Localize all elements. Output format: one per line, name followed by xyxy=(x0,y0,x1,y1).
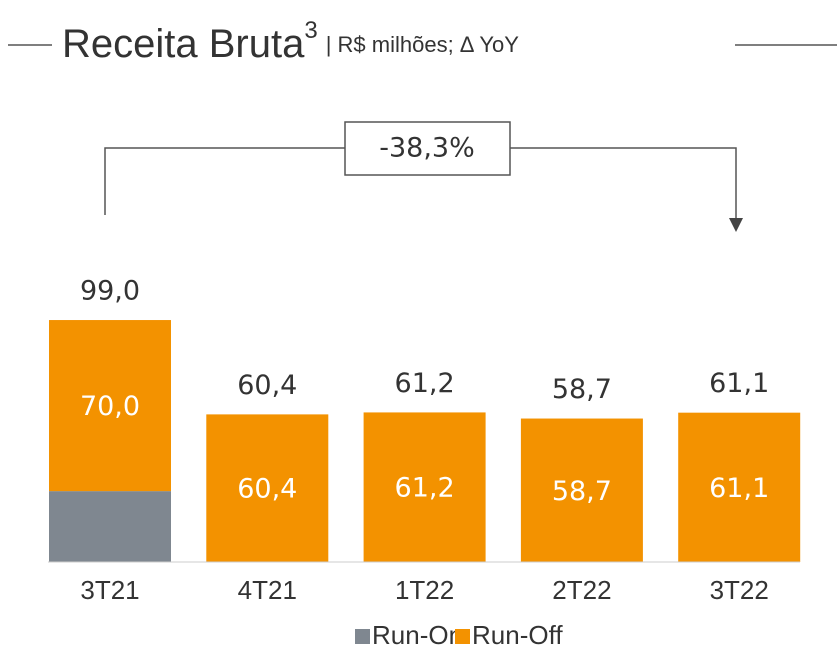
x-tick-label: 4T21 xyxy=(238,575,297,605)
data-label: 60,4 xyxy=(237,474,297,505)
legend-label: Run-On xyxy=(372,620,463,650)
data-label: 61,2 xyxy=(395,473,455,504)
legend-label: Run-Off xyxy=(472,620,563,650)
data-label: 70,0 xyxy=(80,391,140,422)
bar-segment xyxy=(678,412,801,562)
total-label: 58,7 xyxy=(552,374,612,405)
bar-segment xyxy=(49,491,171,562)
data-label: 61,1 xyxy=(709,473,769,504)
bar-segment xyxy=(206,414,329,562)
chart-title-group: Receita Bruta3 | R$ milhões; Δ YoY xyxy=(62,17,519,65)
x-tick-label: 3T21 xyxy=(80,575,139,605)
total-label: 61,1 xyxy=(709,368,769,399)
chart-title: Receita Bruta xyxy=(62,22,305,66)
total-label: 99,0 xyxy=(80,276,140,307)
total-label: 60,4 xyxy=(237,370,297,401)
bracket xyxy=(510,147,737,220)
chart-subtitle: | R$ milhões; Δ YoY xyxy=(326,32,520,57)
x-tick-label: 3T22 xyxy=(710,575,769,605)
data-label: 58,7 xyxy=(552,476,612,507)
bar-segment xyxy=(363,412,486,562)
x-tick-label: 2T22 xyxy=(552,575,611,605)
legend-swatch xyxy=(355,629,370,644)
legend-swatch xyxy=(455,629,470,644)
arrow-head xyxy=(729,218,743,232)
bracket xyxy=(104,147,345,215)
annotation-box xyxy=(344,121,511,176)
bar-segment xyxy=(520,418,643,562)
annotation: -38,3% xyxy=(379,133,475,164)
bar-segment xyxy=(49,320,171,492)
x-tick-label: 1T22 xyxy=(395,575,454,605)
total-label: 61,2 xyxy=(395,368,455,399)
title-superscript: 3 xyxy=(304,17,317,44)
